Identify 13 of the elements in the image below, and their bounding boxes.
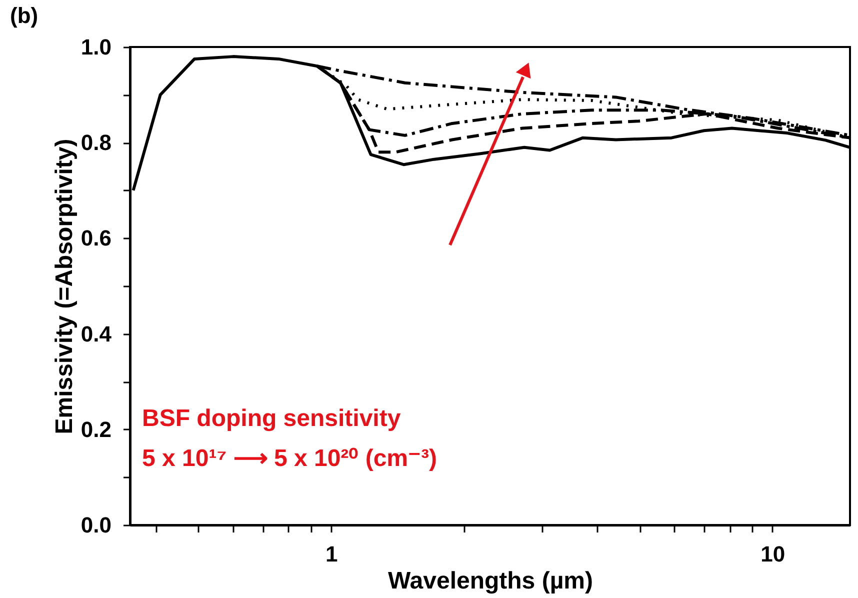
- x-tick-label: 10: [760, 542, 786, 566]
- x-axis-title: Wavelengths (µm): [388, 568, 593, 594]
- annotation: 5 x 10¹⁷ ⟶ 5 x 10²⁰ (cm⁻³): [142, 445, 438, 472]
- y-tick-label: 1.0: [80, 34, 112, 60]
- y-tick-label: 0.4: [80, 321, 112, 346]
- chart-title: (b): [10, 3, 38, 28]
- annotation: BSF doping sensitivity: [142, 405, 402, 432]
- y-tick-label: 0.0: [80, 512, 112, 538]
- y-tick-label: 0.8: [80, 130, 112, 156]
- y-tick-label: 0.2: [80, 416, 112, 442]
- y-tick-label: 0.6: [80, 226, 112, 251]
- y-axis-title: Emissivity (=Absorptivity): [50, 138, 78, 434]
- x-tick-label: 1: [326, 542, 338, 566]
